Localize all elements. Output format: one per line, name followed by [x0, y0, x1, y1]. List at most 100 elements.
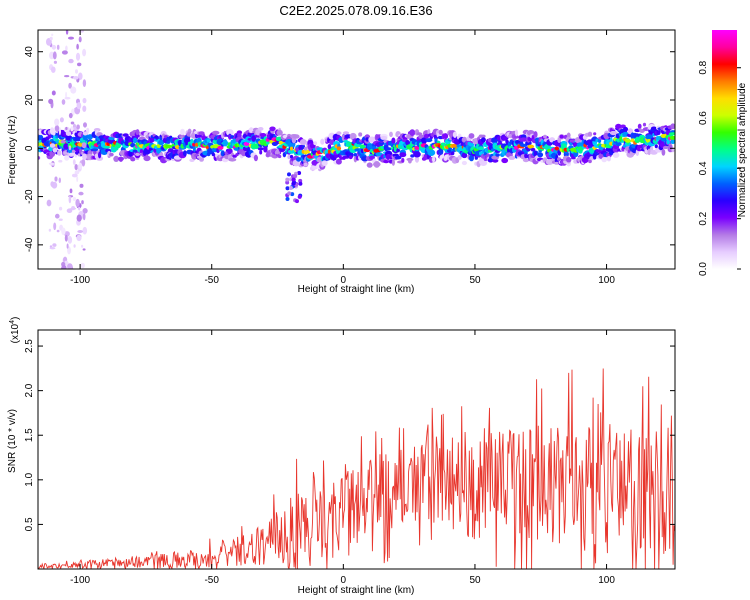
spectrogram-cell: [543, 134, 547, 139]
tick-label: 2.0: [24, 383, 35, 397]
spectrogram-cell: [450, 151, 455, 156]
spectrogram-cell: [495, 153, 500, 157]
spectrogram-cell: [662, 145, 669, 150]
tick-label: 0.4: [698, 161, 709, 175]
spectrogram-cell: [65, 126, 68, 131]
spectrogram-cell: [519, 143, 528, 147]
spectrogram-cell: [525, 140, 532, 146]
spectrogram-cell: [432, 156, 436, 163]
spectrogram-cell: [321, 160, 328, 167]
spectrogram-cell: [133, 137, 137, 143]
spectrogram-cell: [180, 128, 185, 136]
spectrogram-cell: [68, 82, 72, 89]
spectrogram-cell: [115, 143, 122, 148]
spectrogram-cell: [335, 158, 342, 165]
spectrogram-cell: [74, 170, 80, 175]
spectrogram-cell: [365, 137, 370, 142]
spectrogram-cell: [291, 181, 296, 186]
spectrogram-cell: [58, 159, 63, 163]
spectrogram-cell: [259, 150, 263, 155]
spectrogram-cell: [645, 134, 653, 140]
snr-y-axis-label: SNR (10 * v/v): [7, 409, 18, 473]
spectrogram-cell: [72, 197, 77, 201]
spectrogram-cell: [83, 122, 87, 128]
spectrogram-cell: [460, 142, 464, 146]
spectrogram-cell: [468, 143, 475, 147]
spectrogram-cell: [289, 146, 294, 151]
spectrogram-cell: [533, 131, 538, 138]
spectrogram-cell: [291, 177, 296, 182]
spectrogram-cell: [276, 129, 283, 136]
spectrogram-cell: [269, 126, 276, 132]
tick-label: -20: [24, 189, 35, 204]
tick-label: 100: [598, 575, 615, 586]
spectrogram-cell: [457, 155, 462, 160]
spectrogram-cell: [320, 138, 325, 145]
spectrogram-cell: [71, 149, 76, 154]
spectrogram-cell: [64, 155, 70, 161]
spectrogram-cell: [60, 140, 66, 144]
spectrogram-cell: [82, 133, 89, 141]
spectrogram-cell: [647, 148, 651, 156]
spectrogram-cell: [59, 117, 64, 123]
spectrogram-cell: [76, 102, 82, 110]
colorbar-ticks: 0.0 0.2 0.4 0.6 0.8: [698, 60, 741, 276]
spectrogram-cell: [373, 162, 381, 167]
spectrogram-cell: [668, 132, 675, 136]
snr-x-axis-label: Height of straight line (km): [298, 585, 415, 596]
spectrogram-cell: [303, 162, 308, 167]
tick-label: -50: [204, 575, 219, 586]
spectrogram-cell: [609, 130, 618, 136]
spectrogram-cell: [109, 152, 114, 157]
spectrogram-cell: [391, 159, 395, 166]
spectrogram-cell: [192, 145, 196, 152]
spectrogram-cell: [251, 135, 256, 142]
spectrogram-cell: [53, 222, 57, 231]
spectrogram-cell: [654, 144, 658, 149]
spectrogram-cell: [522, 158, 530, 163]
spectrogram-cell: [135, 129, 140, 136]
spectrogram-cell: [612, 152, 620, 159]
spectrogram-cell: [588, 159, 592, 164]
spectrogram-cell: [650, 126, 657, 131]
spectrogram-cell: [54, 124, 60, 132]
spectrogram-cell: [57, 150, 62, 156]
spectrogram-cell: [82, 248, 86, 251]
spectrogram-cell: [423, 133, 430, 139]
spectrogram-cell: [78, 162, 83, 169]
spectrogram-cell: [76, 43, 79, 50]
tick-label: 20: [24, 94, 35, 106]
spectrogram-cell: [408, 158, 412, 164]
spectrogram-cell: [228, 157, 237, 162]
spectrogram-cell: [82, 226, 88, 235]
spectrogram-cell: [68, 145, 72, 151]
spectrogram-cell: [462, 136, 467, 142]
tick-label: 0: [24, 145, 35, 151]
spectrogram-cell: [226, 129, 234, 136]
spectrogram-cell: [48, 162, 54, 165]
spectrogram-cell: [79, 183, 84, 188]
snr-frame: [37, 329, 676, 570]
spectrogram-cell: [285, 197, 290, 201]
spectrogram-cell: [492, 158, 499, 163]
spectrogram-cell: [414, 155, 420, 163]
spectrogram-cell: [49, 143, 56, 148]
tick-label: 0.2: [698, 211, 709, 225]
spectrogram-cell: [82, 213, 86, 221]
spectrogram-cell: [55, 213, 60, 219]
spectrogram-cell: [671, 148, 675, 153]
spectrogram-cell: [414, 145, 420, 150]
spectrogram-cell: [103, 145, 111, 149]
spectrogram-cell: [58, 177, 61, 184]
spectrogram-cell: [67, 263, 73, 269]
spectrogram-cell: [394, 155, 402, 160]
spectrogram-cell: [93, 128, 101, 132]
snr-panel: -100 -50 0 50 100 0.5 1.0 1.5 2.0 2.5 Height of …: [7, 317, 676, 596]
snr-y-scale-base: (x10: [10, 323, 21, 343]
spectrogram-cell: [519, 137, 528, 142]
tick-label: 0.8: [698, 60, 709, 74]
spectrogram-cell: [297, 194, 302, 199]
spectrogram-x-ticks: -100 -50 0 50 100: [70, 30, 615, 286]
spectrogram-cell: [77, 230, 84, 233]
spectrogram-cell: [76, 124, 80, 130]
